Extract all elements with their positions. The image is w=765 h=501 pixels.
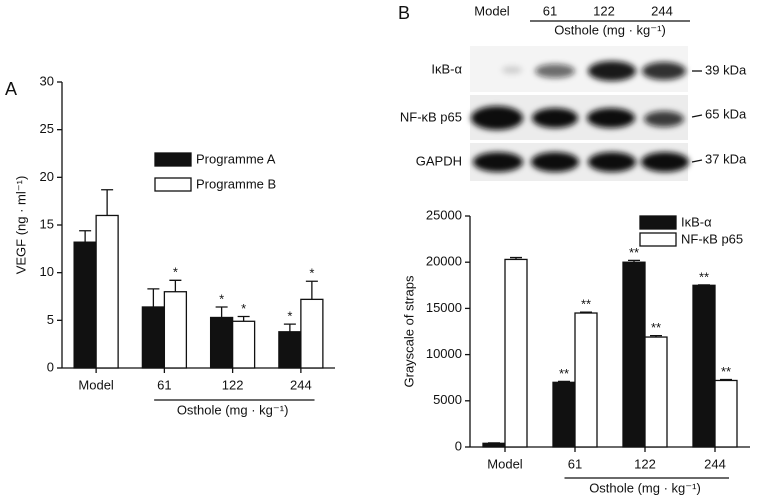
significance: ** (629, 245, 639, 260)
panel-label: A (5, 79, 17, 99)
x-tick-label: 244 (290, 377, 312, 392)
x-tick-label: Model (78, 377, 114, 392)
legend-swatch (639, 215, 677, 230)
significance: * (241, 301, 246, 316)
error-bar (101, 189, 114, 216)
lane-label: 122 (593, 3, 615, 18)
y-tick-label: 0 (455, 438, 462, 453)
x-tick-label: 61 (157, 377, 171, 392)
bar (482, 442, 506, 448)
error-bar (305, 280, 318, 300)
y-tick-label: 15 (40, 216, 54, 231)
bar (209, 316, 234, 369)
bar (231, 320, 256, 369)
legend-swatch (154, 152, 192, 167)
legend-label: Programme A (196, 151, 276, 166)
bar (300, 298, 324, 369)
bar (504, 258, 528, 448)
lane-label: 61 (543, 3, 557, 18)
y-tick-label: 25 (40, 121, 54, 136)
x-tick-label: 122 (222, 377, 244, 392)
size-marker (691, 159, 703, 163)
x-tick-label: 244 (704, 456, 726, 471)
error-bar (215, 306, 228, 318)
error-bar (650, 335, 662, 338)
error-bar (79, 230, 92, 243)
bar (552, 381, 576, 448)
bar (622, 261, 646, 448)
y-tick-label: 30 (40, 73, 54, 88)
y-tick-label: 10000 (426, 346, 462, 361)
error-bar (720, 378, 732, 381)
y-axis-label: Grayscale of straps (401, 275, 416, 387)
significance: * (173, 265, 178, 280)
x-tick-label: Model (487, 456, 523, 471)
error-bar (283, 323, 296, 332)
error-bar (147, 288, 160, 307)
legend-swatch (154, 177, 192, 192)
y-tick-label: 15000 (426, 300, 462, 315)
error-bar (580, 311, 592, 314)
bar (644, 336, 668, 448)
blot (470, 46, 689, 181)
legend-label: Programme B (196, 176, 276, 191)
bar (141, 306, 166, 369)
legend-label: IκB-α (681, 214, 712, 229)
legend-swatch (639, 232, 677, 247)
blot-row-label: GAPDH (416, 153, 462, 168)
x-tick-label: 61 (568, 456, 582, 471)
bar (73, 241, 97, 369)
group-label: Osthole (mg · kg⁻¹) (589, 480, 701, 495)
blot-row-label: IκB-α (431, 61, 462, 76)
significance: ** (699, 269, 709, 284)
error-bar (510, 256, 522, 260)
significance: ** (581, 297, 591, 312)
legend-label: NF-κB p65 (681, 231, 743, 246)
blot-row-label: NF-κB p65 (400, 109, 462, 124)
significance: * (287, 309, 292, 324)
lane-label: Model (474, 3, 510, 18)
bar (714, 379, 738, 448)
significance: * (219, 291, 224, 306)
bar (163, 291, 188, 369)
size-marker (691, 114, 703, 118)
significance: * (309, 266, 314, 281)
significance: ** (721, 364, 731, 379)
y-tick-label: 20 (40, 169, 54, 184)
blot-size: 37 kDa (705, 151, 747, 166)
bar (692, 284, 716, 448)
group-label: Osthole (mg · kg⁻¹) (177, 402, 289, 417)
group-label: Osthole (mg · kg⁻¹) (554, 22, 666, 37)
significance: ** (559, 366, 569, 381)
y-tick-label: 0 (47, 359, 54, 374)
bar (278, 331, 302, 369)
significance: ** (651, 320, 661, 335)
x-tick-label: 122 (634, 456, 656, 471)
y-tick-label: 20000 (426, 254, 462, 269)
panel-label: B (398, 3, 410, 23)
bar (574, 312, 598, 448)
error-bar (169, 279, 182, 292)
error-bar (628, 259, 640, 263)
y-tick-label: 25000 (426, 207, 462, 222)
y-axis-label: VEGF (ng · ml⁻¹) (13, 176, 28, 275)
bar (95, 214, 119, 369)
blot-size: 39 kDa (705, 62, 747, 77)
y-tick-label: 5000 (433, 392, 462, 407)
y-tick-label: 5 (47, 312, 54, 327)
blot-size: 65 kDa (705, 106, 747, 121)
error-bar (237, 315, 250, 322)
lane-label: 244 (651, 3, 673, 18)
y-tick-label: 10 (40, 264, 54, 279)
error-bar (558, 380, 570, 383)
